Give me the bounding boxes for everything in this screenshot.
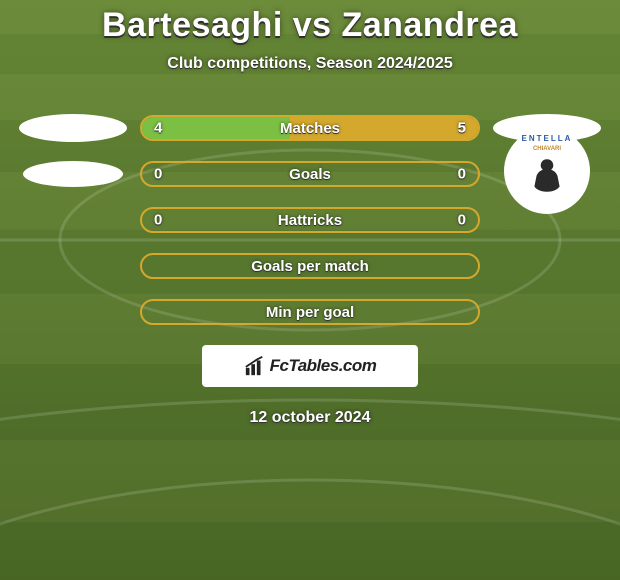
- page-subtitle: Club competitions, Season 2024/2025: [0, 55, 620, 73]
- stat-right-value: 0: [458, 212, 466, 229]
- brand-text: FcTables.com: [270, 356, 377, 376]
- club-badge-left: [23, 161, 123, 187]
- footer-date: 12 october 2024: [0, 409, 620, 427]
- stat-pill: 4 5 Matches: [140, 115, 480, 141]
- stat-right-value: 0: [458, 166, 466, 183]
- crest-sub-text: CHIAVARI: [533, 146, 561, 152]
- brand-box: FcTables.com: [202, 345, 418, 387]
- stat-label: Hattricks: [278, 212, 342, 229]
- stat-pill: Goals per match: [140, 253, 480, 279]
- left-badge-slot: [18, 161, 128, 187]
- stat-pill: 0 0 Hattricks: [140, 207, 480, 233]
- crest-figure-icon: [526, 155, 568, 197]
- page-title: Bartesaghi vs Zanandrea: [0, 6, 620, 45]
- stat-label: Goals per match: [251, 258, 369, 275]
- stat-label: Matches: [280, 120, 340, 137]
- stat-left-value: 4: [154, 120, 162, 137]
- crest-top-text: ENTELLA: [522, 134, 573, 143]
- stat-pill: 0 0 Goals: [140, 161, 480, 187]
- right-badge-slot: ENTELLA CHIAVARI: [492, 134, 602, 214]
- stat-row: Goals per match: [0, 253, 620, 279]
- left-badge-slot: [18, 114, 128, 142]
- player-badge-left: [19, 114, 127, 142]
- stat-row: 00GoalsENTELLACHIAVARI: [0, 161, 620, 187]
- stat-label: Min per goal: [266, 304, 354, 321]
- fill-left: [142, 117, 290, 139]
- bars-icon: [244, 355, 266, 377]
- stat-row: Min per goal: [0, 299, 620, 325]
- stat-label: Goals: [289, 166, 331, 183]
- club-crest-right: ENTELLA CHIAVARI: [504, 128, 590, 214]
- stat-right-value: 5: [458, 120, 466, 137]
- stat-left-value: 0: [154, 166, 162, 183]
- stat-pill: Min per goal: [140, 299, 480, 325]
- stat-left-value: 0: [154, 212, 162, 229]
